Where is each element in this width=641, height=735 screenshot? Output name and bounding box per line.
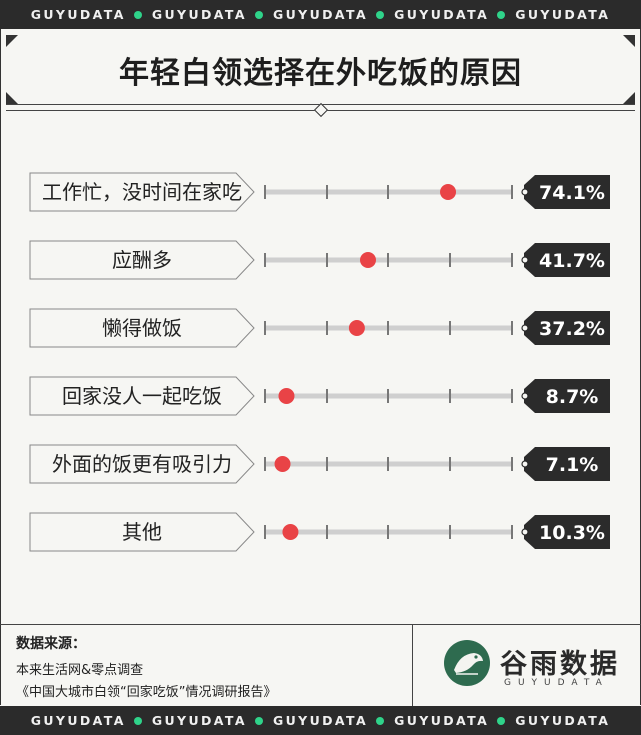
- brand-subtitle: GUYUDATA: [504, 678, 609, 688]
- strip-text: GUYUDATA: [272, 7, 369, 22]
- strip-text: GUYUDATA: [151, 713, 247, 728]
- strip-item: GUYUDATA: [152, 713, 273, 728]
- category-label: 其他: [122, 520, 162, 544]
- strip-text: GUYUDATA: [515, 7, 611, 22]
- value-dot: [278, 388, 295, 404]
- strip-dot: [254, 10, 263, 19]
- strip-text: GUYUDATA: [30, 7, 126, 22]
- category-label: 外面的饭更有吸引力: [52, 452, 232, 476]
- strip-dot: [376, 716, 385, 725]
- value-dot: [359, 252, 376, 268]
- value-tag: [524, 515, 610, 549]
- strip-text: GUYUDATA: [272, 713, 369, 728]
- category-label: 懒得做饭: [102, 316, 182, 340]
- strip-dot: [376, 10, 385, 19]
- value-tag-hole: [521, 324, 529, 332]
- category-label-box: [29, 240, 255, 280]
- strip-item: GUYUDATA: [152, 7, 273, 22]
- value-label: 7.1%: [546, 454, 599, 476]
- strip-dot: [497, 716, 506, 725]
- value-dot: [274, 456, 291, 472]
- strip-item: GUYUDATA: [394, 7, 515, 22]
- source-line: 《中国大城市白领“回家吃饭”情况调研报告》: [16, 685, 277, 700]
- dot-chart: 工作忙，没时间在家吃 74.1% 应酬多 41.7% 懒得做饭 37.2% 回家没人一起吃饭…: [29, 172, 610, 552]
- bottom-brand-strip: GUYUDATA GUYUDATA GUYUDATA GUYUDATA GUYU…: [0, 706, 641, 735]
- source-line: 本来生活网&零点调查: [16, 663, 144, 678]
- chart-title: 年轻白领选择在外吃饭的原因: [119, 55, 522, 91]
- strip-text: GUYUDATA: [394, 7, 490, 22]
- category-label-box: [29, 444, 255, 484]
- value-label: 41.7%: [539, 250, 605, 272]
- value-tag-hole: [521, 188, 529, 196]
- footer-vertical-divider: [412, 624, 413, 706]
- strip-dot: [497, 10, 506, 19]
- value-tag-hole: [521, 460, 529, 468]
- value-dot: [348, 320, 365, 336]
- value-dot: [282, 524, 299, 540]
- category-label-box: [29, 376, 255, 416]
- strip-text: GUYUDATA: [30, 713, 126, 728]
- strip-dot: [133, 716, 142, 725]
- top-brand-strip: GUYUDATA GUYUDATA GUYUDATA GUYUDATA GUYU…: [0, 0, 641, 29]
- category-label: 应酬多: [112, 248, 172, 272]
- strip-text: GUYUDATA: [394, 713, 490, 728]
- bird-logo-icon: [444, 640, 490, 686]
- category-label-box: [29, 308, 255, 348]
- corner-ornament: [6, 35, 18, 47]
- strip-item: GUYUDATA: [515, 713, 610, 728]
- strip-text: GUYUDATA: [515, 713, 611, 728]
- value-tag-hole: [521, 256, 529, 264]
- value-label: 37.2%: [539, 318, 605, 340]
- strip-item: GUYUDATA: [515, 7, 610, 22]
- strip-item: GUYUDATA: [31, 713, 152, 728]
- strip-dot: [133, 10, 142, 19]
- title-box: 年轻白领选择在外吃饭的原因: [6, 35, 635, 105]
- value-tag: [524, 311, 610, 345]
- value-label: 8.7%: [546, 386, 599, 408]
- value-dot: [440, 184, 457, 200]
- footer-divider: [0, 624, 641, 625]
- value-tag: [524, 379, 610, 413]
- category-label: 工作忙，没时间在家吃: [42, 180, 242, 204]
- strip-text: GUYUDATA: [151, 7, 247, 22]
- category-label-box: [29, 172, 255, 212]
- value-tag: [524, 175, 610, 209]
- value-tag-hole: [521, 528, 529, 536]
- strip-item: GUYUDATA: [273, 713, 394, 728]
- strip-dot: [254, 716, 263, 725]
- corner-ornament: [6, 92, 18, 104]
- strip-item: GUYUDATA: [273, 7, 394, 22]
- brand-name: 谷雨数据: [500, 649, 620, 680]
- value-label: 74.1%: [539, 182, 605, 204]
- value-tag: [524, 243, 610, 277]
- corner-ornament: [623, 35, 635, 47]
- category-label-box: [29, 512, 255, 552]
- value-tag: [524, 447, 610, 481]
- corner-ornament: [623, 92, 635, 104]
- category-label: 回家没人一起吃饭: [62, 384, 222, 408]
- value-tag-hole: [521, 392, 529, 400]
- value-label: 10.3%: [539, 522, 605, 544]
- brand-block: 谷雨数据 GUYUDATA: [440, 636, 630, 698]
- strip-item: GUYUDATA: [394, 713, 515, 728]
- strip-item: GUYUDATA: [31, 7, 152, 22]
- source-label: 数据来源：: [16, 636, 86, 652]
